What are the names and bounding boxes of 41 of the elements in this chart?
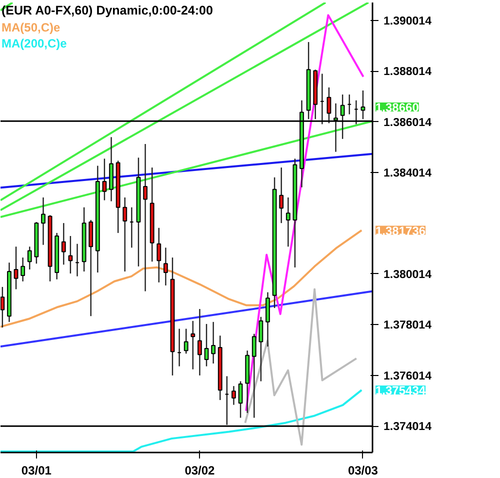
- y-tick-label: 1.380014: [384, 268, 432, 281]
- candlestick: [41, 196, 46, 246]
- candlestick: [61, 222, 66, 266]
- candlestick: [184, 328, 188, 354]
- candlestick: [156, 227, 162, 283]
- y-tick-label: 1.388014: [384, 66, 432, 78]
- data-label: 1.375434: [376, 384, 426, 398]
- data-label: 1.381736: [376, 224, 426, 238]
- candlestick: [20, 256, 26, 282]
- candlestick: [198, 308, 202, 376]
- x-tick-label: 03/01: [21, 464, 52, 478]
- candlestick: [143, 143, 148, 292]
- candlestick: [238, 380, 243, 418]
- chart-title: (EUR A0-FX,60) Dynamic,0:00-24:00: [2, 4, 213, 18]
- candlestick: [122, 196, 128, 272]
- candlestick: [68, 235, 73, 274]
- candlestick: [27, 246, 32, 270]
- candlestick: [252, 333, 256, 418]
- candlestick: [102, 158, 107, 201]
- candlestick: [204, 323, 209, 367]
- candlestick: [190, 320, 196, 370]
- candlestick: [211, 321, 216, 364]
- candlestick: [266, 292, 270, 348]
- x-tick-label: 03/03: [348, 464, 378, 478]
- text: MA(200,C)e: [2, 36, 68, 50]
- text: 1.38660: [376, 100, 419, 114]
- candlestick: [286, 196, 290, 248]
- y-tick-label: 1.376014: [384, 370, 432, 382]
- candlestick: [0, 286, 5, 328]
- candlestick: [163, 247, 168, 286]
- y-tick-label: 1.386014: [384, 116, 432, 129]
- y-tick-label: 1.374014: [384, 421, 432, 434]
- candlestick: [258, 316, 264, 382]
- y-tick-label: 1.384014: [384, 168, 432, 180]
- candlestick: [14, 246, 18, 290]
- x-tick-label: 03/02: [184, 464, 216, 478]
- text: MA(50,C)e: [2, 20, 60, 34]
- candlestick: [232, 385, 236, 406]
- y-tick-label: 1.390014: [384, 15, 432, 28]
- y-tick-label: 1.378014: [384, 320, 432, 332]
- candlestick: [279, 166, 284, 224]
